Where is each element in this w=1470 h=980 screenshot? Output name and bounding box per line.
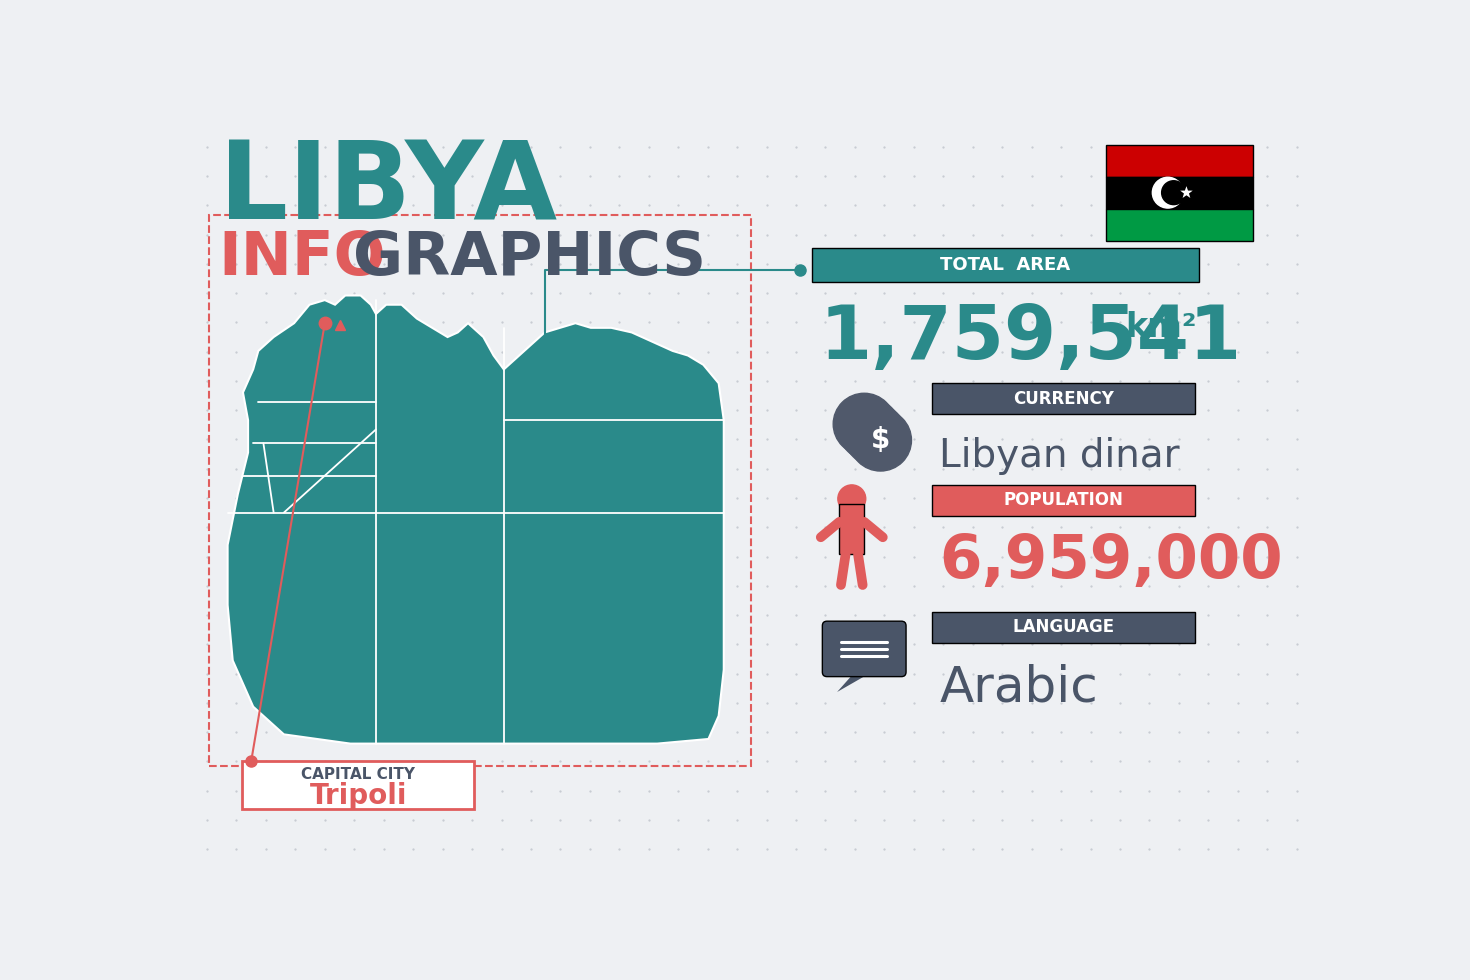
Text: LANGUAGE: LANGUAGE — [1013, 618, 1114, 636]
Circle shape — [838, 485, 866, 513]
FancyBboxPatch shape — [243, 761, 475, 809]
FancyBboxPatch shape — [1105, 145, 1254, 176]
Circle shape — [1152, 177, 1183, 208]
Text: Libyan dinar: Libyan dinar — [939, 437, 1180, 475]
FancyBboxPatch shape — [1105, 209, 1254, 241]
Text: Arabic: Arabic — [939, 663, 1098, 711]
Text: GRAPHICS: GRAPHICS — [353, 229, 706, 288]
Text: TOTAL  AREA: TOTAL AREA — [941, 256, 1070, 273]
Polygon shape — [228, 296, 723, 744]
Text: INFO: INFO — [219, 229, 387, 288]
Text: $: $ — [870, 426, 891, 455]
Text: LIBYA: LIBYA — [219, 137, 557, 243]
Polygon shape — [836, 672, 872, 692]
Text: km²: km² — [1126, 311, 1197, 344]
Text: POPULATION: POPULATION — [1004, 491, 1123, 510]
Ellipse shape — [850, 410, 911, 471]
FancyBboxPatch shape — [932, 485, 1195, 515]
Circle shape — [1161, 180, 1186, 205]
FancyBboxPatch shape — [932, 383, 1195, 414]
FancyBboxPatch shape — [822, 621, 906, 676]
Ellipse shape — [838, 399, 901, 461]
FancyBboxPatch shape — [1105, 176, 1254, 209]
FancyBboxPatch shape — [811, 248, 1200, 281]
Ellipse shape — [833, 393, 895, 455]
Ellipse shape — [844, 404, 906, 466]
Text: 1,759,541: 1,759,541 — [819, 302, 1241, 375]
Text: CAPITAL CITY: CAPITAL CITY — [301, 766, 415, 782]
FancyBboxPatch shape — [932, 612, 1195, 643]
Text: 6,959,000: 6,959,000 — [939, 532, 1283, 591]
FancyBboxPatch shape — [839, 504, 864, 555]
Text: CURRENCY: CURRENCY — [1013, 390, 1114, 408]
Polygon shape — [1180, 186, 1192, 198]
Text: Tripoli: Tripoli — [309, 782, 407, 810]
